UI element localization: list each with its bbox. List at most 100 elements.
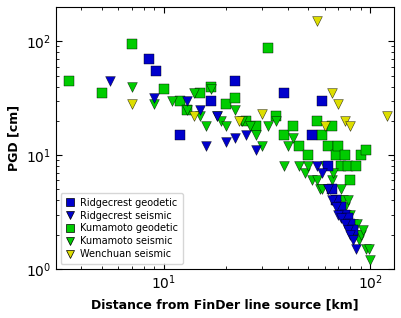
- Kumamoto seismic: [350, 221, 356, 226]
- Ridgecrest geodetic: [231, 78, 238, 83]
- Ridgecrest geodetic: [309, 133, 315, 138]
- Kumamoto geodetic: [328, 123, 335, 128]
- Ridgecrest seismic: [342, 221, 348, 226]
- Ridgecrest geodetic: [333, 198, 339, 203]
- Kumamoto geodetic: [184, 107, 190, 112]
- Wenchuan seismic: [191, 114, 197, 119]
- Kumamoto seismic: [314, 178, 320, 183]
- Kumamoto seismic: [223, 123, 229, 128]
- Ridgecrest geodetic: [345, 216, 351, 221]
- Ridgecrest geodetic: [208, 98, 215, 103]
- Kumamoto geodetic: [177, 98, 183, 103]
- Wenchuan seismic: [129, 102, 135, 107]
- Y-axis label: PGD [cm]: PGD [cm]: [7, 105, 20, 171]
- Kumamoto seismic: [302, 170, 308, 175]
- Kumamoto geodetic: [231, 95, 238, 100]
- Kumamoto seismic: [265, 123, 271, 128]
- Ridgecrest seismic: [338, 216, 344, 221]
- Kumamoto seismic: [324, 187, 331, 192]
- Wenchuan seismic: [322, 123, 328, 128]
- Kumamoto geodetic: [265, 45, 271, 50]
- X-axis label: Distance from FinDer line source [km]: Distance from FinDer line source [km]: [91, 298, 358, 311]
- Kumamoto seismic: [280, 164, 287, 169]
- Kumamoto geodetic: [345, 164, 351, 169]
- Ridgecrest seismic: [350, 238, 356, 243]
- Kumamoto seismic: [129, 84, 135, 89]
- Ridgecrest seismic: [324, 187, 331, 192]
- Kumamoto seismic: [354, 221, 360, 226]
- Kumamoto seismic: [365, 246, 372, 252]
- Kumamoto geodetic: [353, 164, 359, 169]
- Kumamoto geodetic: [253, 123, 259, 128]
- Kumamoto seismic: [333, 198, 339, 203]
- Kumamoto seismic: [342, 212, 349, 217]
- Kumamoto geodetic: [290, 123, 296, 128]
- Kumamoto geodetic: [342, 153, 348, 158]
- Ridgecrest seismic: [253, 148, 259, 153]
- Ridgecrest seismic: [184, 98, 190, 103]
- Kumamoto seismic: [338, 187, 344, 192]
- Wenchuan seismic: [335, 102, 342, 107]
- Ridgecrest geodetic: [153, 68, 160, 73]
- Kumamoto geodetic: [197, 91, 203, 96]
- Kumamoto geodetic: [296, 143, 302, 149]
- Kumamoto seismic: [296, 164, 302, 169]
- Kumamoto seismic: [253, 133, 259, 138]
- Ridgecrest seismic: [231, 136, 238, 141]
- Kumamoto geodetic: [358, 153, 364, 158]
- Kumamoto seismic: [340, 198, 347, 203]
- Kumamoto seismic: [352, 232, 358, 237]
- Ridgecrest geodetic: [342, 212, 348, 217]
- Wenchuan seismic: [235, 118, 242, 123]
- Wenchuan seismic: [342, 118, 348, 123]
- Ridgecrest seismic: [213, 114, 220, 119]
- Kumamoto geodetic: [208, 84, 215, 89]
- Ridgecrest seismic: [353, 246, 359, 252]
- Ridgecrest seismic: [335, 212, 342, 217]
- Ridgecrest seismic: [328, 198, 335, 203]
- Kumamoto geodetic: [318, 133, 325, 138]
- Kumamoto geodetic: [335, 143, 342, 149]
- Ridgecrest seismic: [197, 107, 203, 112]
- Ridgecrest seismic: [223, 140, 229, 145]
- Kumamoto geodetic: [305, 153, 312, 158]
- Kumamoto seismic: [169, 98, 176, 103]
- Kumamoto seismic: [197, 114, 203, 119]
- Kumamoto seismic: [213, 114, 220, 119]
- Wenchuan seismic: [384, 114, 390, 119]
- Kumamoto seismic: [358, 232, 364, 237]
- Kumamoto seismic: [309, 178, 315, 183]
- Kumamoto seismic: [285, 143, 292, 149]
- Kumamoto seismic: [208, 86, 215, 92]
- Wenchuan seismic: [314, 19, 320, 24]
- Kumamoto geodetic: [243, 118, 249, 123]
- Ridgecrest geodetic: [146, 56, 152, 61]
- Kumamoto geodetic: [333, 153, 339, 158]
- Ridgecrest geodetic: [350, 227, 356, 232]
- Ridgecrest seismic: [345, 227, 351, 232]
- Kumamoto geodetic: [66, 78, 73, 83]
- Kumamoto seismic: [239, 118, 245, 123]
- Kumamoto seismic: [327, 187, 334, 192]
- Kumamoto seismic: [203, 123, 209, 128]
- Kumamoto seismic: [305, 164, 312, 169]
- Ridgecrest seismic: [107, 78, 113, 83]
- Ridgecrest seismic: [314, 164, 320, 169]
- Kumamoto geodetic: [363, 148, 369, 153]
- Ridgecrest seismic: [347, 232, 354, 237]
- Wenchuan seismic: [259, 111, 265, 116]
- Ridgecrest geodetic: [338, 204, 344, 210]
- Kumamoto geodetic: [280, 133, 287, 138]
- Kumamoto seismic: [367, 258, 374, 263]
- Kumamoto seismic: [151, 102, 158, 107]
- Kumamoto seismic: [218, 118, 225, 123]
- Kumamoto seismic: [290, 136, 296, 141]
- Kumamoto geodetic: [314, 118, 320, 123]
- Kumamoto geodetic: [273, 114, 279, 119]
- Ridgecrest geodetic: [280, 91, 287, 96]
- Ridgecrest seismic: [203, 143, 209, 149]
- Kumamoto seismic: [184, 107, 190, 112]
- Kumamoto geodetic: [338, 164, 344, 169]
- Kumamoto geodetic: [160, 86, 167, 92]
- Ridgecrest geodetic: [347, 221, 354, 226]
